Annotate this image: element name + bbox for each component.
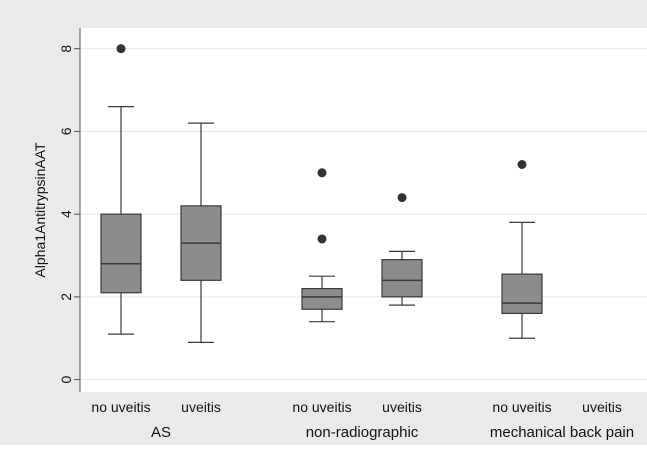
plot-area xyxy=(80,28,647,392)
y-tick-label: 8 xyxy=(58,45,74,53)
y-tick-label: 0 xyxy=(58,375,74,383)
outlier-point xyxy=(397,193,407,203)
iqr-box xyxy=(301,287,343,310)
iqr-box xyxy=(381,259,423,298)
y-axis-title: Alpha1AntitrypsinAAT xyxy=(32,142,48,278)
x-category-label: uveitis xyxy=(582,399,622,415)
x-category-label: no uveitis xyxy=(292,399,351,415)
outlier-point xyxy=(116,44,126,54)
y-axis: 0 2 4 6 8 xyxy=(58,28,81,392)
outlier-point xyxy=(317,168,327,178)
iqr-box xyxy=(501,273,543,315)
x-category-label: uveitis xyxy=(181,399,221,415)
iqr-box xyxy=(100,213,142,294)
x-category-label: uveitis xyxy=(382,399,422,415)
x-group-label: AS xyxy=(151,424,171,441)
x-category-label: no uveitis xyxy=(91,399,150,415)
y-tick-label: 6 xyxy=(58,127,74,135)
boxes xyxy=(100,44,543,343)
outlier-point xyxy=(517,160,527,169)
x-category-label: no uveitis xyxy=(492,399,551,415)
x-group-label: non-radiographic xyxy=(306,424,419,441)
x-group-label: mechanical back pain xyxy=(490,424,634,441)
y-tick-label: 4 xyxy=(58,210,74,218)
y-tick-label: 2 xyxy=(58,293,74,301)
outlier-point xyxy=(317,234,327,244)
gridlines xyxy=(80,48,647,381)
